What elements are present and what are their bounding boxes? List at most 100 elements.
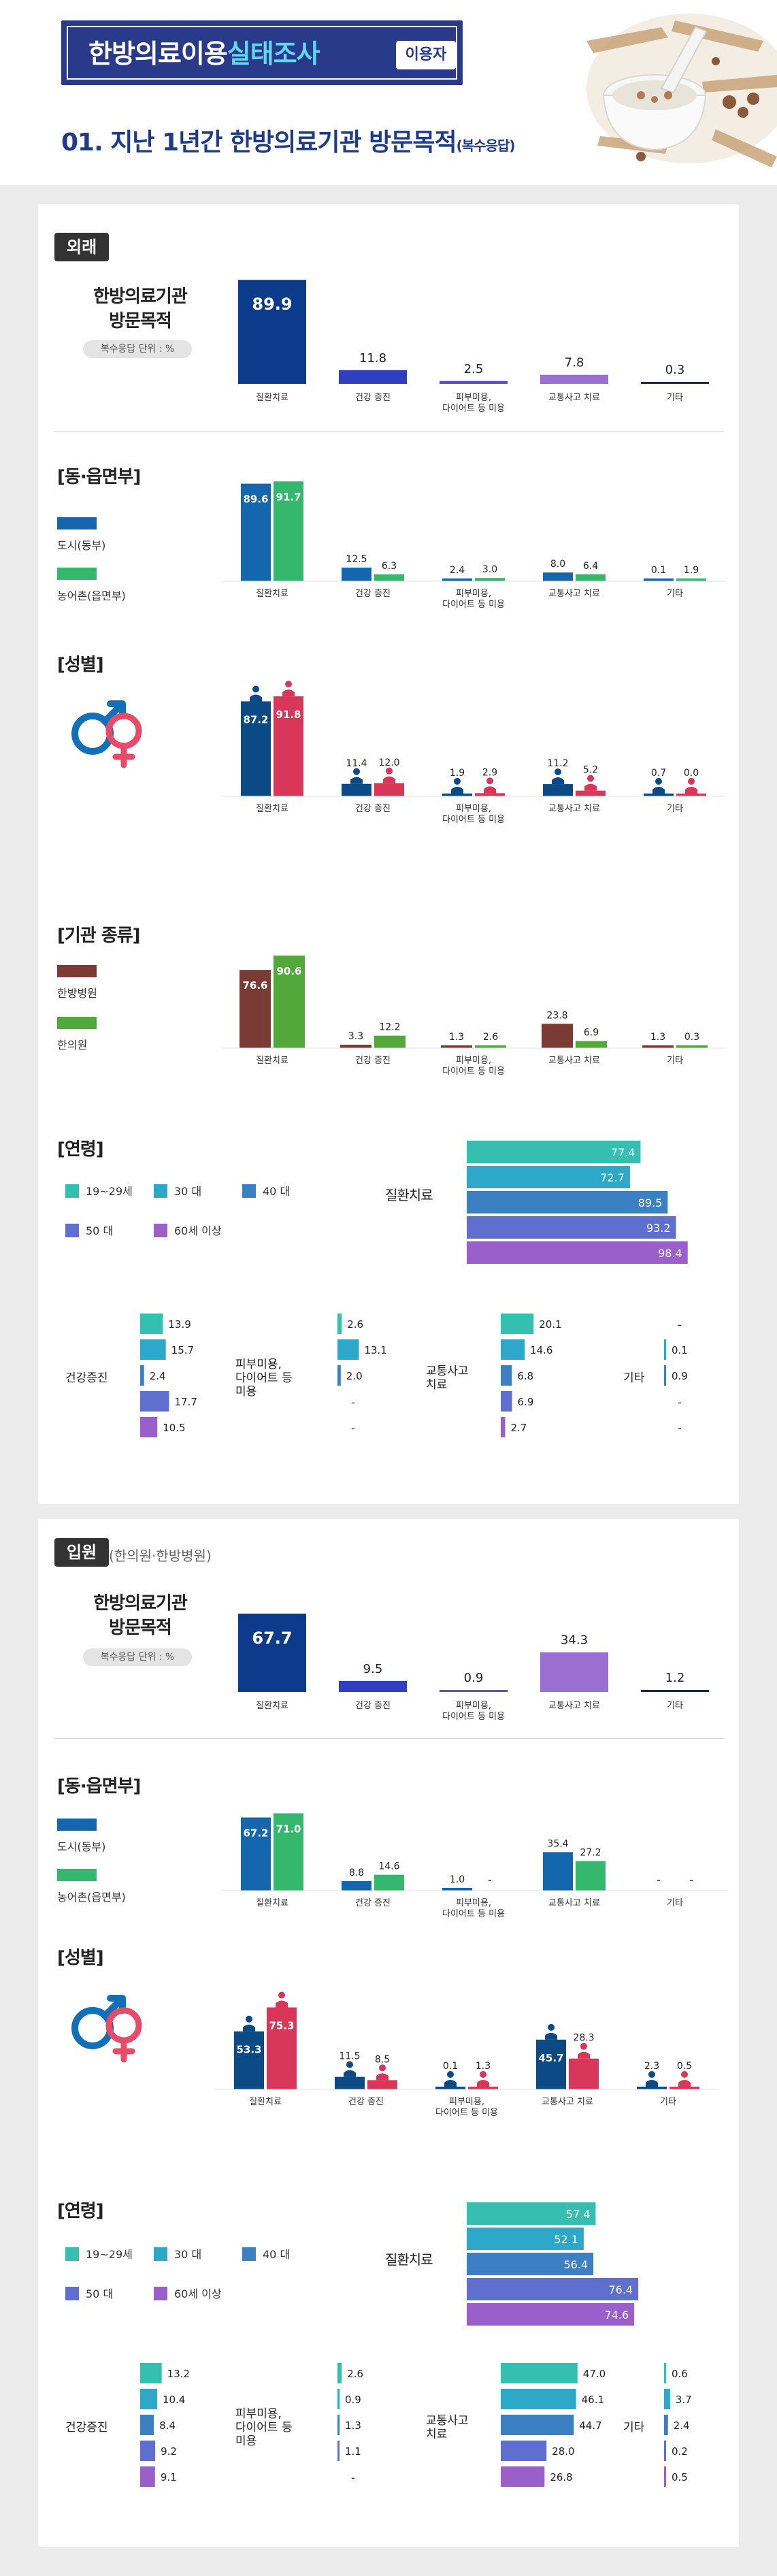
data-label: 7.8 — [565, 356, 584, 370]
bar — [664, 2389, 670, 2409]
data-label: 89.6 — [243, 493, 268, 506]
data-label: 44.7 — [579, 2419, 601, 2432]
person-icon — [552, 777, 564, 785]
data-label: 23.8 — [546, 1010, 567, 1021]
bar — [467, 2253, 594, 2275]
bar — [140, 2415, 154, 2435]
bar — [676, 578, 706, 581]
outpatient-total-chart: 89.9 질환치료 11.8 건강 증진 2.5 피부미용,다이어트 등 미용 7.8 교통사… — [238, 280, 709, 414]
bar — [340, 1045, 371, 1048]
data-label: 2.4 — [150, 1370, 166, 1382]
bar — [467, 1166, 630, 1188]
category-label: 기타 — [667, 1701, 683, 1711]
bar — [337, 2415, 340, 2435]
data-label: 1.3 — [449, 1032, 464, 1043]
bar — [569, 2058, 599, 2089]
bar — [664, 2441, 666, 2461]
bar — [543, 784, 573, 796]
category-label: 교통사고 치료 — [548, 1701, 600, 1711]
data-label: 0.3 — [684, 1032, 699, 1043]
data-label: 91.7 — [276, 491, 301, 503]
bar — [440, 1690, 508, 1692]
data-label: 9.2 — [161, 2445, 177, 2458]
inpatient-total-label: 한방의료기관 방문목적 — [93, 1593, 188, 1638]
outpatient-tag: 외래 — [54, 233, 110, 261]
inpatient-tag: 입원 — [54, 1538, 110, 1567]
bar — [501, 2441, 547, 2461]
age-label: [연령] — [57, 1139, 104, 1160]
legend-swatch — [242, 2247, 256, 2261]
gender-label: [성별] — [57, 655, 104, 675]
legend-label: 40 대 — [263, 1185, 290, 1198]
category-label: 피부미용, — [456, 589, 491, 599]
bar — [140, 2363, 162, 2383]
data-label: 27.2 — [580, 1847, 601, 1858]
gender-label: [성별] — [57, 1948, 104, 1968]
data-label: 11.4 — [346, 758, 367, 769]
bar — [442, 1888, 472, 1891]
data-label: 12.5 — [346, 554, 367, 565]
person-icon — [648, 2071, 655, 2078]
person-icon — [454, 778, 461, 785]
outpatient-age-main-chart: 77.4 72.7 89.5 93.2 98.4 — [467, 1141, 688, 1264]
data-label: 2.7 — [510, 1422, 527, 1434]
inpatient-total-chart: 67.7 질환치료 9.5 건강 증진 0.9 피부미용,다이어트 등 미용 34.3 교통사… — [238, 1613, 709, 1722]
category-label: 질환치료 — [256, 804, 288, 814]
category-label: 건강 증진 — [355, 1898, 391, 1908]
data-label: 3.0 — [482, 564, 497, 575]
bar — [501, 1339, 525, 1360]
bar — [664, 2363, 666, 2383]
data-label: 13.1 — [364, 1344, 386, 1356]
bar — [337, 2389, 340, 2409]
legend-label: 50 대 — [86, 2287, 113, 2300]
person-icon — [386, 767, 393, 775]
category-label: 치료 — [426, 2428, 447, 2441]
bar — [337, 1365, 341, 1386]
legend-label: 50 대 — [86, 1224, 113, 1237]
person-icon — [685, 787, 697, 794]
report-title: 한방의료이용실태조사 — [88, 39, 320, 69]
legend-label: 30 대 — [174, 1185, 201, 1198]
person-icon — [444, 2080, 457, 2087]
category-label: 교통사고 — [426, 1365, 469, 1378]
bar — [576, 1041, 607, 1048]
bar — [664, 2415, 668, 2435]
title-banner: 한방의료이용실태조사 이용자 — [61, 20, 463, 85]
category-label: 질환치료 — [256, 1056, 288, 1066]
data-label: - — [657, 1874, 661, 1887]
bar — [241, 701, 271, 796]
person-icon — [243, 2024, 255, 2032]
person-icon — [652, 787, 665, 794]
bar — [540, 374, 608, 384]
region-label: [동·읍면부] — [57, 1776, 141, 1797]
data-label: 8.8 — [349, 1868, 364, 1878]
person-icon — [555, 768, 561, 776]
bar — [641, 382, 709, 384]
bar — [140, 2466, 155, 2487]
data-label: 2.9 — [482, 767, 497, 778]
person-icon — [678, 2080, 691, 2087]
bar — [467, 1141, 641, 1163]
bar — [664, 1365, 666, 1386]
bar — [442, 578, 472, 581]
data-label: 2.4 — [674, 2419, 690, 2432]
bar — [475, 1045, 506, 1048]
bar — [239, 970, 271, 1048]
data-label: - — [689, 1874, 693, 1887]
data-label: 11.8 — [359, 351, 386, 365]
category-label: 건강증진 — [65, 1371, 108, 1385]
category-label: 질환치료 — [256, 393, 288, 403]
data-label: 12.0 — [378, 757, 399, 768]
bar — [374, 1035, 406, 1048]
person-icon — [646, 2080, 658, 2087]
data-label: 2.6 — [347, 2368, 363, 2380]
data-label: - — [678, 1318, 682, 1331]
region-legend: 도시(동부) 농어촌(읍면부) — [57, 517, 126, 603]
bar — [441, 1045, 472, 1048]
bar — [274, 481, 303, 581]
data-label: 2.3 — [644, 2061, 659, 2072]
data-label: 75.3 — [269, 2020, 294, 2032]
data-label: 0.5 — [677, 2061, 692, 2072]
data-label: 98.4 — [658, 1247, 682, 1260]
person-icon — [548, 2023, 555, 2031]
